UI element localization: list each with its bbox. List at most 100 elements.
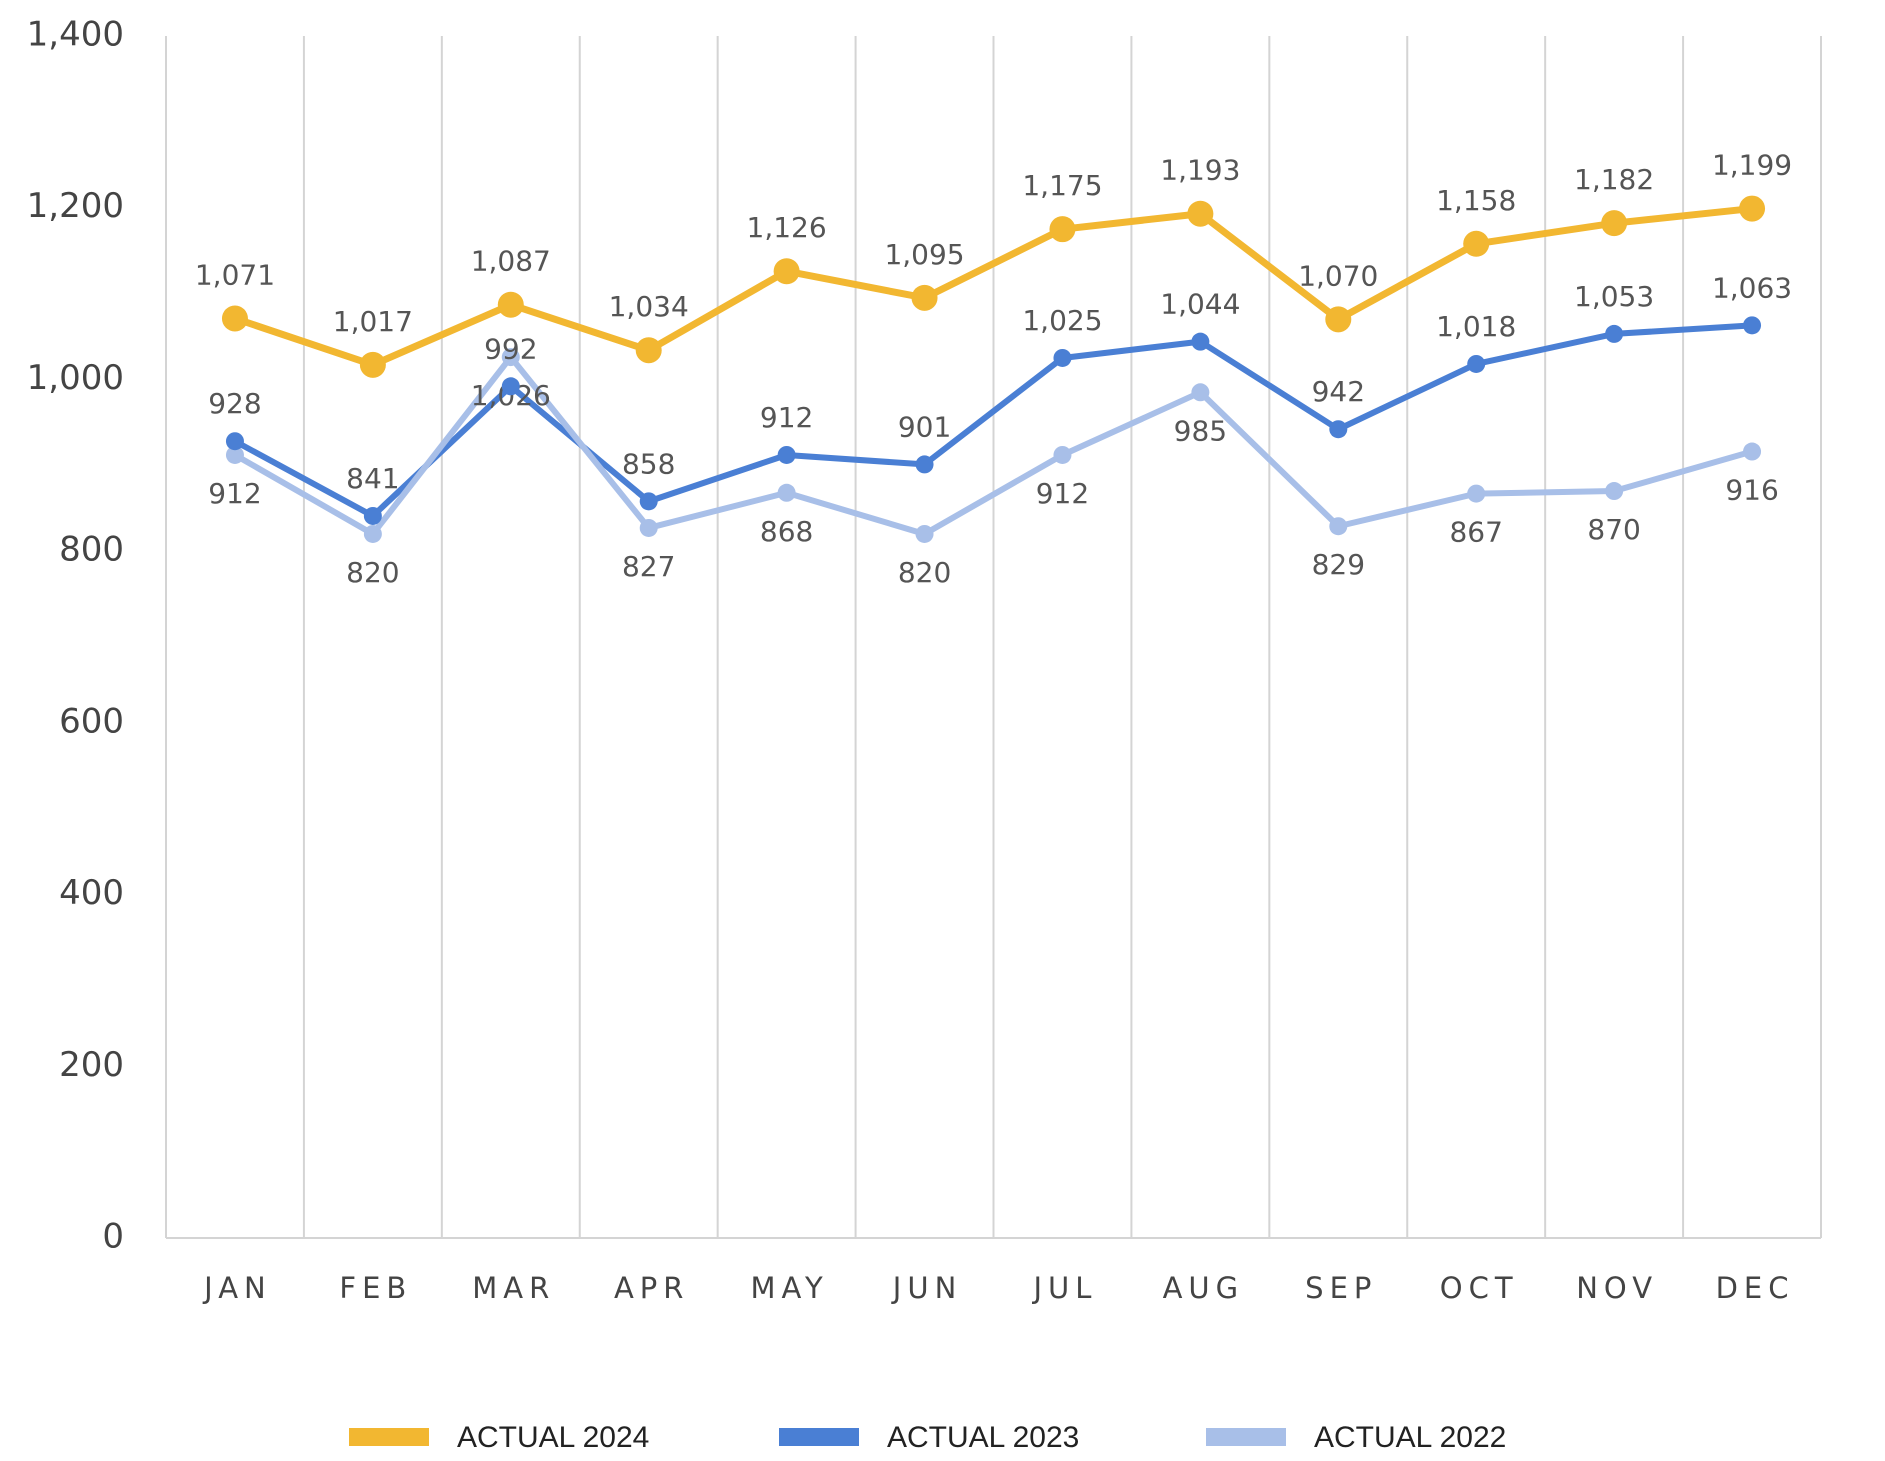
marker [1739, 195, 1766, 222]
y-tick-label: 1,200 [27, 186, 124, 226]
y-tick-label: 1,000 [27, 358, 124, 398]
x-tick-label: FEB [339, 1271, 412, 1305]
legend-swatch [1206, 1428, 1286, 1446]
marker [1467, 354, 1486, 373]
value-label: 1,070 [1298, 259, 1378, 292]
value-label: 1,053 [1574, 280, 1654, 313]
value-label: 841 [346, 462, 399, 495]
x-tick-label: JUN [891, 1271, 962, 1305]
value-label: 1,095 [884, 238, 964, 271]
value-label: 820 [346, 556, 399, 589]
marker [225, 432, 244, 451]
value-label: 1,044 [1160, 288, 1240, 321]
marker [1325, 306, 1352, 333]
marker [221, 305, 248, 332]
marker [501, 377, 520, 396]
y-tick-label: 400 [59, 873, 124, 913]
marker [363, 524, 382, 543]
series-line [233, 205, 1753, 369]
value-label: 868 [760, 515, 813, 548]
marker [777, 483, 796, 502]
x-tick-label: NOV [1576, 1271, 1658, 1305]
value-label: 1,175 [1022, 169, 1102, 202]
marker [1743, 316, 1762, 335]
marker [359, 351, 386, 378]
marker [363, 506, 382, 525]
value-label: 928 [208, 387, 261, 420]
value-label: 1,199 [1712, 149, 1792, 182]
marker [497, 291, 524, 318]
y-tick-label: 600 [59, 701, 124, 741]
legend-label: ACTUAL 2024 [457, 1421, 649, 1454]
value-label: 992 [484, 332, 537, 365]
marker [1601, 210, 1628, 237]
x-tick-label: JUL [1031, 1271, 1097, 1305]
value-label: 1,087 [471, 245, 551, 278]
value-label: 870 [1587, 513, 1640, 546]
x-tick-label: SEP [1305, 1271, 1377, 1305]
marker [777, 445, 796, 464]
value-label: 1,126 [747, 211, 827, 244]
x-tick-label: AUG [1163, 1271, 1245, 1305]
x-tick-label: MAR [472, 1271, 555, 1305]
value-label: 1,018 [1436, 310, 1516, 343]
legend-swatch [779, 1428, 859, 1446]
marker [639, 492, 658, 511]
value-label: 858 [622, 447, 675, 480]
marker [1605, 324, 1624, 343]
marker [635, 337, 662, 364]
marker [915, 524, 934, 543]
x-tick-label: JAN [202, 1271, 272, 1305]
value-label: 912 [208, 477, 261, 510]
marker [1049, 216, 1076, 243]
value-label: 827 [622, 550, 675, 583]
series-line [233, 354, 1753, 537]
marker [1463, 230, 1490, 257]
marker [1187, 200, 1214, 227]
legend-label: ACTUAL 2022 [1314, 1421, 1506, 1454]
value-label: 1,193 [1160, 154, 1240, 187]
marker [915, 455, 934, 474]
marker [1329, 420, 1348, 439]
x-tick-label: OCT [1440, 1271, 1519, 1305]
y-tick-label: 0 [102, 1217, 124, 1257]
marker [1329, 517, 1348, 536]
x-tick-label: DEC [1716, 1271, 1795, 1305]
marker [1191, 383, 1210, 402]
marker [501, 348, 520, 367]
value-label: 912 [760, 401, 813, 434]
value-label: 942 [1312, 375, 1365, 408]
y-tick-label: 1,400 [27, 15, 124, 55]
value-label: 1,071 [195, 258, 275, 291]
value-label: 985 [1174, 414, 1227, 447]
y-tick-label: 800 [59, 530, 124, 570]
value-label: 1,034 [609, 290, 689, 323]
marker [225, 445, 244, 464]
value-label: 916 [1725, 474, 1778, 507]
marker [1053, 348, 1072, 367]
legend-label: ACTUAL 2023 [887, 1421, 1079, 1454]
value-label: 912 [1036, 477, 1089, 510]
marker [639, 518, 658, 537]
value-label: 1,025 [1022, 304, 1102, 337]
legend-swatch [349, 1428, 429, 1446]
marker [1053, 445, 1072, 464]
value-label: 1,158 [1436, 184, 1516, 217]
value-label: 867 [1449, 516, 1502, 549]
marker [1743, 442, 1762, 461]
value-label: 901 [898, 410, 951, 443]
x-tick-label: APR [614, 1271, 689, 1305]
value-label: 829 [1312, 548, 1365, 581]
marker [773, 258, 800, 285]
value-label: 1,182 [1574, 163, 1654, 196]
value-label: 1,017 [333, 305, 413, 338]
marker [1467, 484, 1486, 503]
y-tick-label: 200 [59, 1045, 124, 1085]
marker [1191, 332, 1210, 351]
marker [1605, 482, 1624, 501]
marker [911, 284, 938, 311]
value-label: 820 [898, 556, 951, 589]
series-line [233, 322, 1753, 519]
value-label: 1,063 [1712, 271, 1792, 304]
